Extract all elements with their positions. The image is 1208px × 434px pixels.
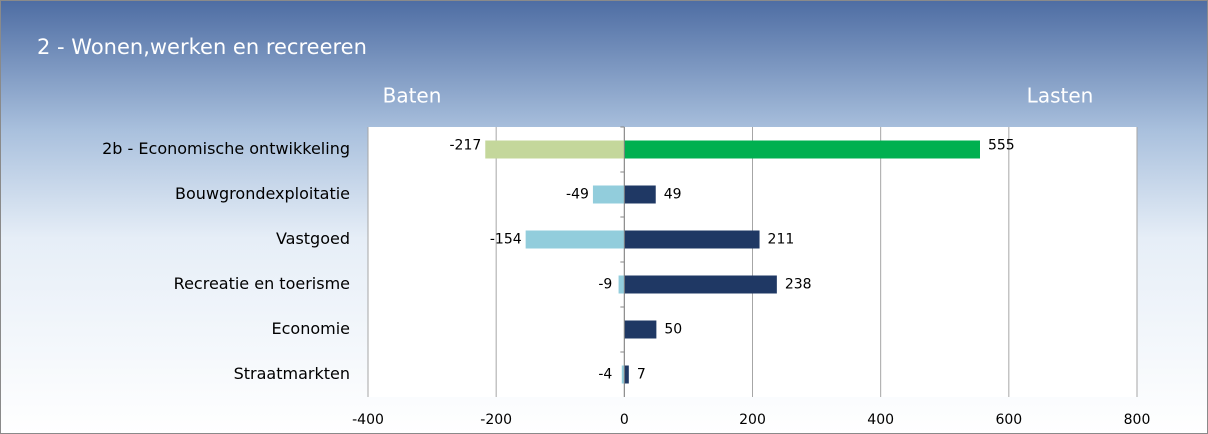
bar xyxy=(485,140,625,159)
bar xyxy=(624,185,656,204)
x-tick-label: 0 xyxy=(620,412,629,428)
value-label: -4 xyxy=(598,367,612,383)
bar xyxy=(624,365,629,384)
category-label: Recreatie en toerisme xyxy=(174,274,350,293)
bar xyxy=(525,230,625,249)
bar xyxy=(624,230,760,249)
bar xyxy=(624,140,980,159)
category-label: Vastgoed xyxy=(276,229,350,248)
category-label: Straatmarkten xyxy=(234,364,350,383)
value-label: 238 xyxy=(785,277,812,293)
bar xyxy=(592,185,625,204)
x-tick-label: 600 xyxy=(995,412,1022,428)
bar xyxy=(624,275,777,294)
bar xyxy=(621,365,625,384)
series-header: Baten xyxy=(383,84,442,108)
value-label: 555 xyxy=(988,138,1015,154)
category-label: Bouwgrondexploitatie xyxy=(175,184,350,203)
value-label: -154 xyxy=(490,232,522,248)
x-tick-label: 200 xyxy=(739,412,766,428)
bar xyxy=(624,320,657,339)
value-label: -49 xyxy=(566,187,589,203)
value-label: -9 xyxy=(598,277,612,293)
value-label: 49 xyxy=(664,187,682,203)
category-label: Economie xyxy=(272,319,351,338)
x-tick-label: -400 xyxy=(352,412,384,428)
bar xyxy=(618,275,625,294)
category-label: 2b - Economische ontwikkeling xyxy=(102,139,350,158)
x-tick-label: -200 xyxy=(480,412,512,428)
series-header: Lasten xyxy=(1027,84,1094,108)
value-label: 7 xyxy=(637,367,646,383)
x-tick-label: 800 xyxy=(1124,412,1151,428)
value-label: 211 xyxy=(768,232,795,248)
value-label: 50 xyxy=(664,322,682,338)
x-tick-label: 400 xyxy=(867,412,894,428)
chart-title: 2 - Wonen,werken en recreeren xyxy=(37,35,367,59)
value-label: -217 xyxy=(449,138,481,154)
